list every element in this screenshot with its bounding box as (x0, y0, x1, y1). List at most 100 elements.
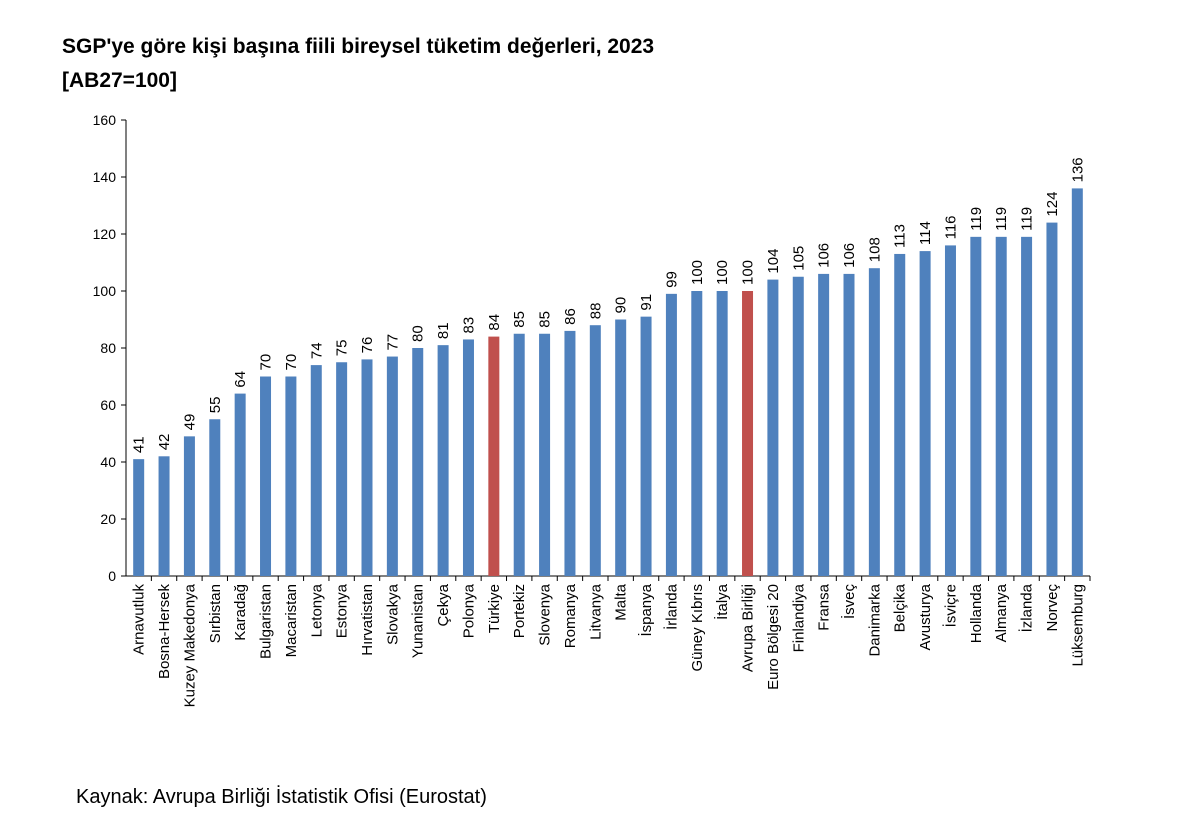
category-label: Danimarka (866, 583, 883, 656)
data-label: 85 (511, 311, 528, 328)
data-label: 104 (765, 249, 782, 274)
bar (158, 456, 170, 576)
chart-title: SGP'ye göre kişi başına fiili bireysel t… (62, 35, 655, 58)
bar (462, 339, 474, 576)
data-label: 91 (638, 294, 655, 311)
category-label: Belçika (892, 583, 909, 632)
data-label: 70 (283, 354, 300, 371)
data-label: 106 (816, 243, 833, 268)
bar (716, 291, 728, 576)
bar (970, 236, 982, 576)
category-label: Macaristan (283, 584, 300, 657)
category-label: Hollanda (968, 583, 985, 643)
category-label: İsveç (840, 584, 858, 620)
bar (412, 348, 424, 576)
data-label: 76 (359, 337, 376, 354)
data-label: 100 (714, 260, 731, 285)
category-label: Hırvatistan (359, 584, 376, 656)
category-label: Avusturya (917, 583, 934, 650)
bar (234, 393, 246, 576)
category-label: İspanya (637, 583, 655, 636)
bar (742, 291, 754, 576)
category-label: Finlandiya (790, 583, 807, 652)
data-label: 119 (993, 207, 1010, 231)
category-label: Estonya (334, 583, 351, 638)
data-label: 90 (613, 297, 630, 314)
bar (209, 419, 221, 576)
category-label: Çekya (435, 583, 452, 626)
data-label: 114 (917, 221, 934, 245)
y-tick-label: 100 (93, 283, 117, 299)
y-tick-label: 140 (93, 169, 117, 185)
data-label: 105 (790, 246, 807, 271)
data-label: 108 (866, 237, 883, 262)
category-label: Litvanya (587, 583, 604, 640)
bar (691, 291, 703, 576)
category-label: Almanya (993, 583, 1010, 642)
bar (615, 319, 627, 576)
data-label: 119 (1019, 207, 1036, 231)
data-label: 42 (156, 434, 173, 451)
chart-title-block: SGP'ye göre kişi başına fiili bireysel t… (62, 30, 654, 98)
bar (513, 333, 525, 576)
bar (564, 330, 576, 576)
bar (285, 376, 297, 576)
data-label: 49 (181, 414, 198, 431)
category-label: Portekiz (511, 584, 528, 638)
category-label: Sırbistan (207, 584, 224, 643)
bar (919, 251, 931, 576)
bar (995, 236, 1007, 576)
source-note: Kaynak: Avrupa Birliği İstatistik Ofisi … (76, 786, 487, 808)
category-label: Avrupa Birliği (740, 584, 757, 672)
category-label: İrlanda (662, 583, 680, 630)
data-label: 83 (460, 317, 477, 334)
bar (437, 345, 449, 576)
data-label: 100 (689, 260, 706, 285)
bar (894, 253, 906, 576)
data-label: 77 (384, 334, 401, 351)
data-label: 75 (334, 340, 351, 357)
data-label: 70 (258, 354, 275, 371)
data-label: 124 (1044, 192, 1061, 217)
y-tick-label: 160 (93, 112, 117, 128)
data-label: 113 (892, 224, 909, 248)
bar (310, 365, 322, 576)
category-label: Güney Kıbrıs (689, 584, 706, 672)
data-label: 106 (841, 243, 858, 268)
bar-chart: 0 20 40 60 80 100 120 140 160 41 Arnavutluk 42 Bosna… (93, 112, 1091, 707)
data-label: 64 (232, 371, 249, 388)
bar (386, 356, 398, 576)
category-label: Polonya (460, 583, 477, 638)
bar (1071, 188, 1083, 576)
category-label: Euro Bölgesi 20 (765, 584, 782, 690)
bar (260, 376, 272, 576)
data-label: 99 (663, 271, 680, 288)
data-label: 55 (207, 397, 224, 414)
data-label: 100 (740, 260, 757, 285)
y-tick-label: 60 (100, 397, 116, 413)
category-label: Malta (613, 583, 630, 620)
data-label: 80 (410, 325, 427, 342)
category-label: İtalya (713, 583, 731, 620)
category-label: İzlanda (1018, 583, 1036, 632)
y-tick-label: 120 (93, 226, 117, 242)
bar (818, 273, 830, 576)
bar (868, 268, 880, 576)
data-label: 116 (942, 215, 959, 239)
y-tick-label: 0 (108, 568, 116, 584)
chart-subtitle: [AB27=100] (62, 69, 177, 92)
data-label: 84 (486, 314, 503, 331)
bar (488, 336, 500, 576)
bar (843, 273, 855, 576)
data-label: 119 (968, 207, 985, 231)
bar (1021, 236, 1033, 576)
category-label: Slovenya (537, 583, 554, 645)
category-label: Kuzey Makedonya (181, 583, 198, 707)
y-tick-label: 80 (100, 340, 116, 356)
data-label: 136 (1069, 157, 1086, 182)
y-tick-label: 20 (100, 511, 116, 527)
category-label: Bulgaristan (258, 584, 275, 659)
bar (767, 279, 779, 576)
category-label: İsviçre (941, 584, 959, 627)
category-label: Bosna-Hersek (156, 584, 173, 680)
